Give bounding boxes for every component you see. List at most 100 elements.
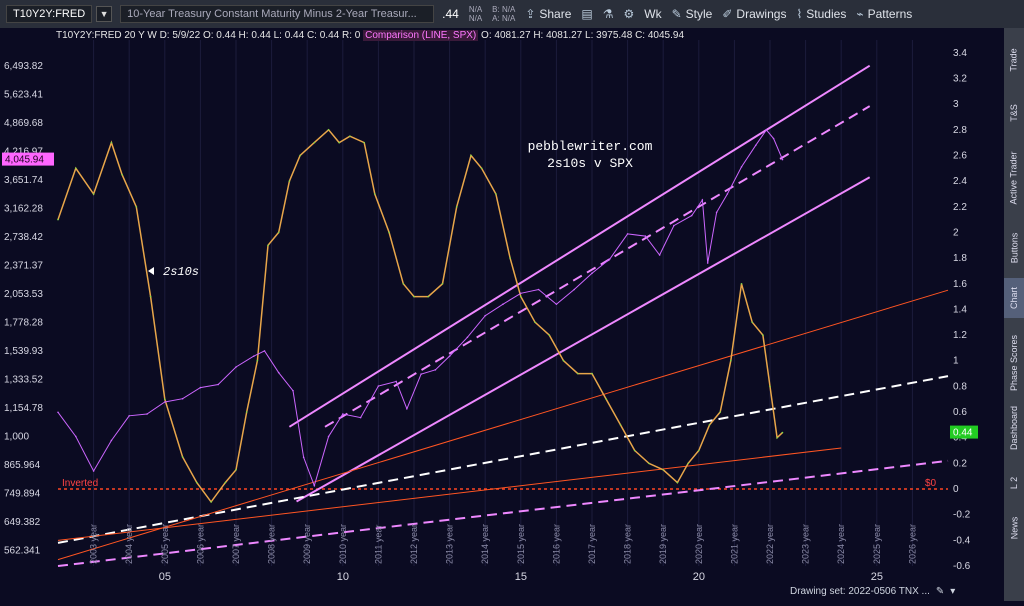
series-point: [146, 413, 148, 415]
right-tick-label: 2.2: [953, 202, 967, 213]
comparison-label[interactable]: Comparison (LINE, SPX): [363, 30, 479, 41]
series-point: [181, 456, 184, 458]
series-point: [256, 359, 259, 362]
bid-value-2: N/A: [501, 5, 516, 14]
print-button[interactable]: ▤: [581, 7, 592, 21]
year-label: 2014 year: [480, 524, 490, 564]
spx-last-badge-text: 4,045.94: [5, 155, 44, 166]
axes: 3.4 3.2 3 2.8 2.6 2.4 2.2 2 1.8 1.6 1.4 1.2 1 0.8 0.6 0…: [4, 48, 971, 583]
share-label: Share: [539, 7, 572, 21]
yield-fan-red-2: [57, 447, 842, 541]
right-tick-label: 2.6: [953, 150, 967, 161]
chart-svg[interactable]: 3.4 3.2 3 2.8 2.6 2.4 2.2 2 1.8 1.6 1.4 1.2 1 0.8 0.6 0…: [0, 28, 1004, 601]
tab-buttons[interactable]: Buttons: [1004, 223, 1024, 273]
cmp-l: L: 3975.48: [585, 30, 633, 41]
zero-dollar-label: $0: [925, 478, 937, 489]
right-tick-label: 1.6: [953, 279, 967, 290]
series-point: [302, 456, 305, 459]
flask-button[interactable]: ⚗: [603, 7, 614, 21]
aggregation-button[interactable]: Wk: [644, 7, 661, 21]
overlays: [57, 64, 949, 567]
right-tick-label: 3: [953, 99, 959, 110]
series-point: [698, 449, 700, 452]
series-point: [299, 154, 301, 157]
series-point: [706, 262, 709, 264]
left-tick-label: 4,869.68: [4, 118, 43, 129]
series-point: [715, 211, 718, 214]
tab-ts[interactable]: T&S: [1004, 98, 1024, 128]
share-button[interactable]: ⇪ Share: [525, 7, 571, 21]
year-label: 2021 year: [729, 524, 739, 564]
series-point: [520, 292, 522, 295]
chart-area[interactable]: 3.4 3.2 3 2.8 2.6 2.4 2.2 2 1.8 1.6 1.4 1.2 1 0.8 0.6 0…: [0, 28, 1004, 601]
tab-chart[interactable]: Chart: [1004, 278, 1024, 318]
series-line-t10y2y: [57, 128, 784, 504]
right-tick-label: -0.4: [953, 535, 971, 546]
printer-icon: ▤: [581, 7, 593, 21]
annotation-arrow-icon: [148, 267, 154, 275]
share-icon: ⇪: [525, 7, 536, 21]
year-label: 2004 year: [124, 524, 134, 564]
pencil-icon: ✐: [722, 7, 733, 21]
series-point: [769, 385, 771, 388]
chevron-down-icon[interactable]: ▼: [96, 6, 113, 22]
style-button[interactable]: ✎ Style: [672, 7, 713, 21]
left-tick-label: 749.894: [4, 488, 41, 499]
series-point: [363, 141, 365, 144]
right-tick-label: 1.4: [953, 304, 967, 315]
series-point: [57, 218, 59, 221]
chart-header: T10Y2Y:FRED 20 Y W D: 5/9/22 O: 0.44 H: …: [56, 30, 684, 41]
chevron-down-icon[interactable]: ▾: [950, 585, 956, 597]
tab-active-trader[interactable]: Active Trader: [1004, 138, 1024, 218]
style-icon: ✎: [671, 7, 682, 21]
series-point: [484, 314, 487, 317]
tab-trade[interactable]: Trade: [1004, 40, 1024, 80]
series-point: [110, 439, 113, 442]
series-point: [121, 173, 123, 176]
series-point: [626, 233, 629, 235]
drawings-button[interactable]: ✐ Drawings: [722, 7, 786, 21]
series-point: [413, 295, 415, 298]
tab-phase-scores[interactable]: Phase Scores: [1004, 328, 1024, 398]
left-tick-label: 1,778.28: [4, 317, 43, 328]
series-point: [687, 462, 689, 465]
left-tick-label: 3,651.74: [4, 175, 43, 186]
series-point: [263, 350, 266, 352]
patterns-label: Patterns: [867, 7, 913, 21]
cmp-h: H: 4081.27: [533, 30, 583, 41]
settings-button[interactable]: ⚙: [624, 7, 635, 21]
yield-last-badge: [950, 425, 978, 439]
series-point: [406, 407, 408, 410]
ask-value-2: N/A: [501, 14, 516, 23]
series-point: [57, 411, 59, 414]
series-point: [781, 431, 784, 434]
series-point: [135, 205, 138, 208]
studies-button[interactable]: ⌇ Studies: [796, 7, 846, 21]
tab-l2[interactable]: L 2: [1004, 468, 1024, 498]
series-point: [765, 129, 768, 131]
tab-dashboard[interactable]: Dashboard: [1004, 393, 1024, 463]
studies-icon: ⌇: [796, 7, 803, 21]
series-point: [267, 244, 269, 247]
series-point: [690, 214, 693, 217]
patterns-button[interactable]: ⌁ Patterns: [856, 7, 912, 21]
right-tick-label: 3.4: [953, 48, 967, 59]
header-symbol: T10Y2Y:FRED 20 Y W: [56, 30, 157, 41]
symbol-input[interactable]: T10Y2Y:FRED: [6, 5, 93, 23]
series-point: [573, 288, 575, 291]
series-point: [673, 224, 675, 227]
spx-last-badge: [2, 152, 54, 166]
year-label: 2007 year: [231, 524, 241, 564]
series-point: [75, 435, 77, 438]
series-point: [776, 436, 778, 439]
tab-trade-label: Trade: [1009, 48, 1019, 72]
tab-news[interactable]: News: [1004, 508, 1024, 548]
pencil-icon[interactable]: ✎: [935, 585, 945, 597]
right-tick-label: 2: [953, 227, 959, 238]
spx-channel-top: [288, 64, 871, 428]
series-point: [762, 334, 764, 336]
series-point: [562, 359, 565, 362]
series-point: [313, 484, 316, 487]
inverted-label: Inverted: [62, 478, 98, 489]
series-point: [591, 272, 593, 275]
